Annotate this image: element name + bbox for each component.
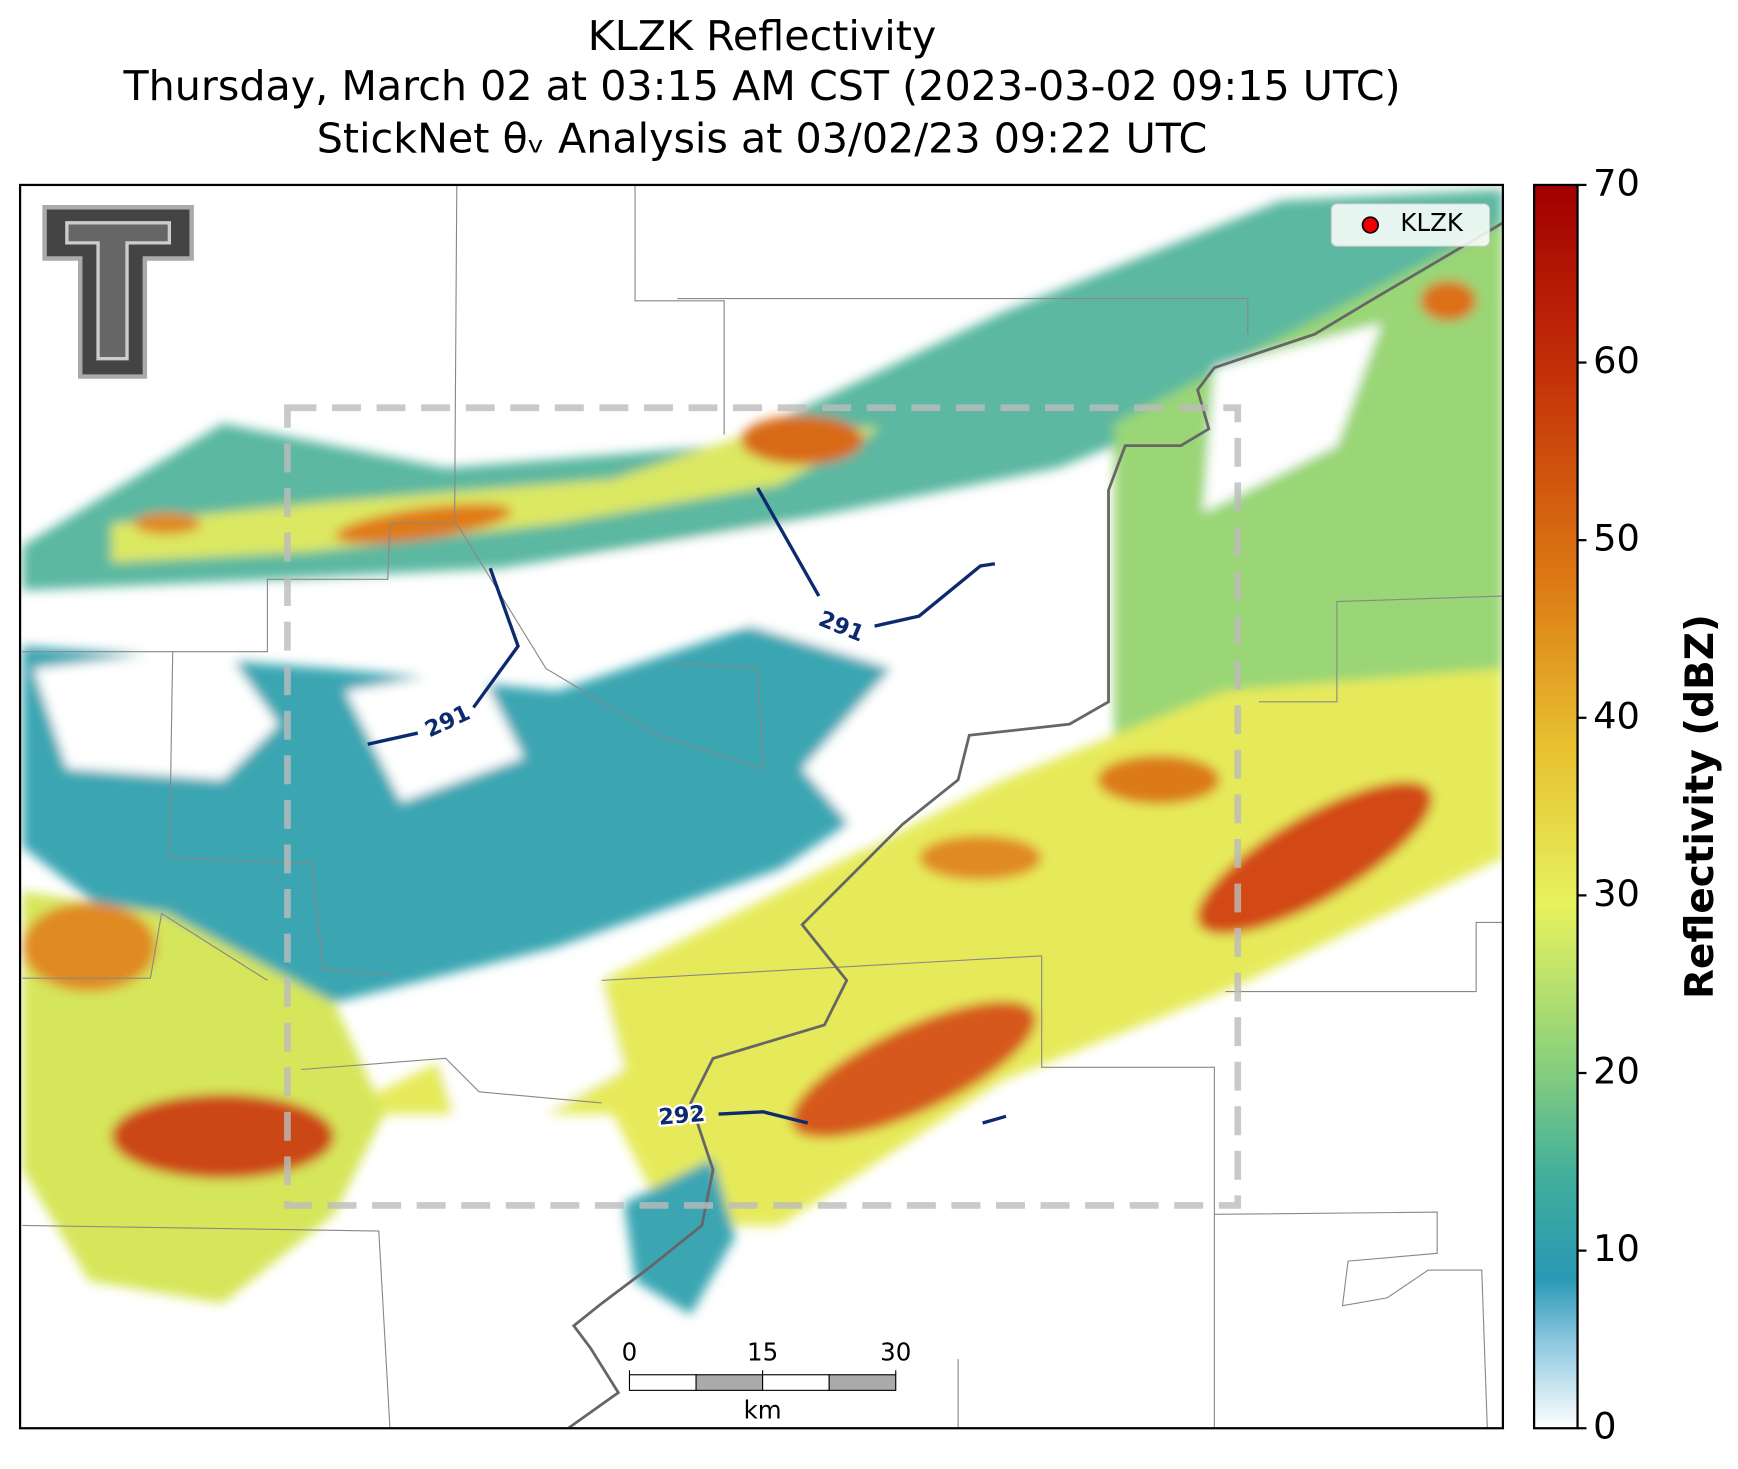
contour-line bbox=[756, 487, 821, 597]
colorbar-tick-label: 20 bbox=[1593, 1050, 1640, 1093]
colorbar-tick-label: 10 bbox=[1593, 1227, 1640, 1270]
colorbar: Reflectivity (dBZ) 0 10 20 30 40 50 60 70 bbox=[1532, 161, 1723, 1448]
legend-box bbox=[1330, 203, 1491, 247]
legend-label: KLZK bbox=[1400, 208, 1463, 237]
colorbar-tick-label: 30 bbox=[1593, 872, 1640, 915]
colorbar-tick-label: 40 bbox=[1593, 694, 1640, 737]
subtitle: Thursday, March 02 at 03:15 AM CST (2023… bbox=[123, 62, 1401, 110]
scale-bar: 0 15 30 km bbox=[622, 1338, 912, 1425]
analysis-domain bbox=[284, 404, 1242, 1209]
scale-segment bbox=[628, 1374, 697, 1391]
contour-line bbox=[472, 567, 520, 709]
colorbar-tick-label: 50 bbox=[1593, 517, 1640, 560]
contour-line bbox=[982, 1114, 1007, 1125]
contour-label: 292 bbox=[658, 1101, 707, 1131]
title-block: KLZK Reflectivity Thursday, March 02 at … bbox=[123, 12, 1401, 162]
scale-segment bbox=[828, 1374, 897, 1391]
colorbar-tick-label: 0 bbox=[1593, 1405, 1616, 1448]
contour-line bbox=[367, 731, 419, 746]
colorbar-tick-label: 60 bbox=[1593, 339, 1640, 382]
title: KLZK Reflectivity bbox=[588, 12, 937, 60]
logo bbox=[42, 204, 194, 379]
scale-segment bbox=[762, 1374, 830, 1391]
river bbox=[567, 221, 1503, 1429]
legend: KLZK bbox=[1330, 203, 1491, 247]
contour-line bbox=[874, 562, 996, 628]
scale-tick-label: 0 bbox=[622, 1338, 638, 1367]
colorbar-scale bbox=[1532, 183, 1579, 1430]
scale-unit: km bbox=[744, 1396, 782, 1425]
contour-line bbox=[718, 1110, 809, 1125]
subtitle: StickNet θᵥ Analysis at 03/02/23 09:22 U… bbox=[317, 114, 1208, 162]
colorbar-tick-label: 70 bbox=[1593, 161, 1640, 204]
scale-tick-label: 15 bbox=[747, 1338, 778, 1367]
scale-segment bbox=[695, 1374, 764, 1391]
scale-tick-label: 30 bbox=[880, 1338, 911, 1367]
colorbar-label: Reflectivity (dBZ) bbox=[1678, 614, 1723, 999]
map-frame bbox=[18, 183, 1505, 1430]
legend-marker bbox=[1361, 216, 1379, 234]
county-lines bbox=[22, 184, 1503, 1429]
